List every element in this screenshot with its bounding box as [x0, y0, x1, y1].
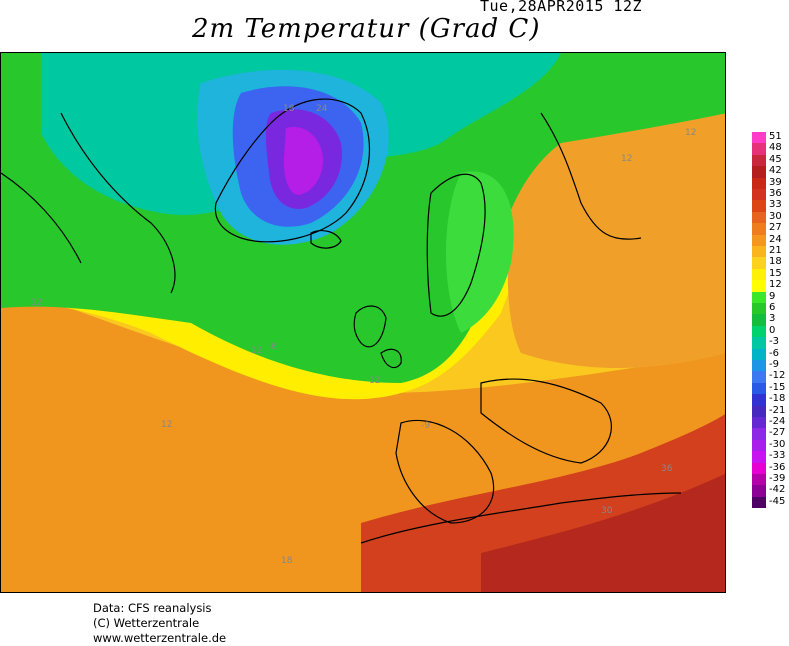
- legend-swatch: [752, 303, 766, 315]
- legend-swatch: [752, 474, 766, 486]
- contour-label: 36: [661, 464, 673, 474]
- legend-label: 42: [769, 165, 782, 177]
- legend-label: -18: [769, 393, 786, 405]
- legend-label: 15: [769, 267, 782, 279]
- legend-label: -21: [769, 404, 786, 416]
- legend-swatch: [752, 132, 766, 144]
- legend-swatch: [752, 405, 766, 417]
- legend-label: -30: [769, 438, 786, 450]
- contour-label: 12: [621, 154, 632, 164]
- credits: Data: CFS reanalysis (C) Wetterzentrale …: [93, 601, 226, 646]
- legend-label: 45: [769, 153, 782, 165]
- legend-swatch: [752, 462, 766, 474]
- legend-label: 24: [769, 233, 782, 245]
- legend-label: 30: [769, 210, 782, 222]
- legend-label: 36: [769, 188, 782, 199]
- credits-data-source: Data: CFS reanalysis: [93, 601, 212, 615]
- legend-label: 48: [769, 142, 782, 154]
- contour-label: 12: [685, 128, 696, 138]
- legend-swatch: [752, 314, 766, 326]
- legend-label: 33: [769, 199, 782, 211]
- legend-swatch: [752, 280, 766, 292]
- coastlines: [1, 98, 682, 544]
- legend-swatch: [752, 291, 766, 303]
- contour-label: -9: [421, 421, 430, 431]
- temperature-map: 18 24 12 12 12 6 12 12 30 36 18 -9 12: [0, 52, 726, 593]
- legend-swatch: [752, 325, 766, 338]
- legend-label: 9: [769, 290, 776, 302]
- legend-swatch: [752, 382, 766, 395]
- legend-label: 12: [769, 279, 782, 291]
- legend-label: -15: [769, 381, 786, 393]
- legend-swatch: [752, 348, 766, 360]
- legend-swatch: [752, 200, 766, 212]
- legend-label: -3: [769, 336, 779, 348]
- legend-swatch: [752, 394, 766, 406]
- map-title: 2m Temperatur (Grad C): [192, 14, 541, 44]
- contour-label: 6: [271, 342, 277, 352]
- legend-label: -33: [769, 450, 786, 462]
- legend-label: -42: [769, 484, 786, 496]
- legend-swatch: [752, 177, 766, 189]
- legend-label: 39: [769, 176, 782, 188]
- legend-swatch: [752, 337, 766, 349]
- contour-label: 18: [281, 556, 293, 566]
- legend-swatch: [752, 154, 766, 167]
- contour-label: 12: [369, 376, 380, 386]
- legend-swatch: [752, 189, 766, 201]
- contour-labels: 18 24 12 12 12 6 12 12 30 36 18 -9 12: [31, 104, 696, 566]
- contour-label: 30: [601, 506, 613, 516]
- legend-label: 0: [769, 324, 776, 336]
- contour-label: 12: [251, 346, 262, 356]
- legend-label: -36: [769, 461, 786, 473]
- legend-label: -45: [769, 495, 786, 507]
- legend-label: -9: [769, 359, 779, 370]
- contour-label: 18: [283, 104, 295, 114]
- legend-swatch: [752, 371, 766, 383]
- legend-swatch: [752, 439, 766, 452]
- legend-swatch: [752, 211, 766, 224]
- legend-label: 3: [769, 313, 776, 325]
- legend-swatch: [752, 417, 766, 429]
- legend-swatch: [752, 451, 766, 463]
- legend-swatch: [752, 234, 766, 246]
- legend-label: 6: [769, 302, 776, 313]
- greenland-core-region: [283, 127, 324, 195]
- legend-swatch: [752, 257, 766, 269]
- legend-label: 51: [769, 131, 782, 142]
- sahara-hot-region: [481, 473, 725, 592]
- credits-url: www.wetterzentrale.de: [93, 631, 227, 645]
- legend-label: 27: [769, 222, 782, 234]
- legend-label: -24: [769, 416, 786, 427]
- contour-label: 12: [31, 298, 42, 308]
- legend-swatch: [752, 428, 766, 440]
- legend-swatch: [752, 485, 766, 497]
- legend-label: -12: [769, 370, 786, 382]
- contour-label: 12: [161, 420, 172, 430]
- legend-label: 21: [769, 245, 782, 256]
- legend-label: 18: [769, 256, 782, 268]
- legend-swatch: [752, 360, 766, 372]
- legend-label: -27: [769, 427, 786, 439]
- credits-copyright: (C) Wetterzentrale: [93, 616, 200, 630]
- legend-swatch: [752, 223, 766, 235]
- map-timestamp: Tue,28APR2015 12Z: [480, 0, 643, 15]
- legend-swatch: [752, 166, 766, 178]
- eastern-warm-region: [507, 113, 725, 368]
- legend-swatch: [752, 496, 766, 509]
- legend-swatch: [752, 268, 766, 281]
- contour-label: 24: [316, 104, 328, 114]
- legend-swatch: [752, 246, 766, 258]
- legend-label: -39: [769, 473, 786, 484]
- legend-label: -6: [769, 347, 779, 359]
- legend-swatch: [752, 143, 766, 155]
